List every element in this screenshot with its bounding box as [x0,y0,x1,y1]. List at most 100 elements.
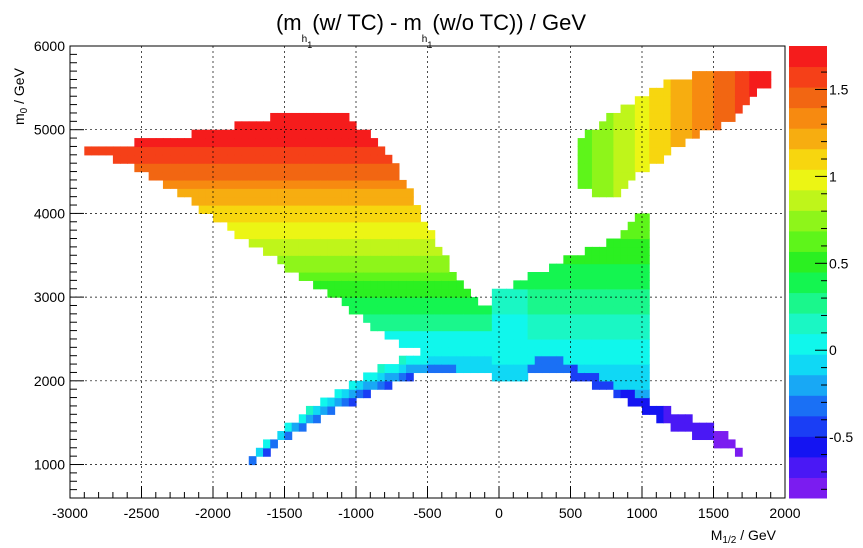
heatmap-cell [413,288,421,298]
heatmap-cell [642,272,650,281]
heatmap-cell [527,355,536,365]
heatmap-cell [549,305,557,315]
heatmap-cell [692,104,700,114]
heatmap-cell [363,263,371,273]
heatmap-cell [613,238,622,248]
heatmap-cell [291,154,300,164]
heatmap-cell [327,146,336,156]
heatmap-cell [427,238,436,248]
heatmap-cell [356,163,364,173]
heatmap-cell [384,238,393,248]
heatmap-cell [334,272,343,281]
heatmap-cell [320,129,328,139]
heatmap-cell [327,272,336,281]
heatmap-cell [620,112,629,122]
heatmap-cell [384,205,393,215]
heatmap-cell [377,146,386,156]
heatmap-cell [327,112,336,122]
heatmap-cell [205,163,214,173]
heatmap-cell [334,205,343,215]
heatmap-cell [348,196,357,206]
heatmap-cell [577,297,586,307]
heatmap-cell [127,154,135,164]
heatmap-cell [463,355,471,365]
heatmap-cell [506,322,514,332]
heatmap-cell [384,154,393,164]
heatmap-cell [620,263,629,273]
heatmap-cell [248,146,257,156]
y-tick-label: 6000 [34,38,65,54]
heatmap-cell [391,171,400,181]
heatmap-cell [513,313,522,323]
heatmap-cell [599,347,607,357]
heatmap-cell [591,355,600,365]
heatmap-cell [470,355,479,365]
heatmap-cell [448,330,457,340]
heatmap-cell [534,280,543,290]
heatmap-cell [434,330,443,340]
heatmap-cell [663,405,672,415]
heatmap-cell [613,280,622,290]
heatmap-cell [499,297,507,307]
heatmap-cell [177,163,185,173]
heatmap-cell [634,272,643,281]
heatmap-cell [377,263,386,273]
heatmap-cell [606,129,614,139]
heatmap-cell [234,179,243,189]
heatmap-cell [198,163,207,173]
heatmap-cell [241,221,250,231]
heatmap-cell [684,112,693,122]
heatmap-cell [584,138,593,148]
heatmap-cell [606,154,614,164]
heatmap-cell [541,313,550,323]
heatmap-cell [284,138,293,148]
heatmap-cell [341,196,350,206]
heatmap-cell [441,297,450,307]
heatmap-cell [384,272,393,281]
heatmap-cell [391,255,400,265]
heatmap-cell [227,196,236,206]
heatmap-cell [584,364,593,374]
heatmap-cell [613,179,622,189]
heatmap-cell [284,154,293,164]
heatmap-cell [413,355,421,365]
heatmap-cell [734,71,743,81]
heatmap-cell [420,338,429,348]
heatmap-cell [663,414,672,424]
heatmap-cell [356,380,364,390]
heatmap-cell [713,87,722,97]
heatmap-cell [556,280,564,290]
heatmap-cell [377,238,386,248]
heatmap-cell [177,146,185,156]
heatmap-cell [427,364,436,374]
heatmap-cell [220,171,228,181]
heatmap-cell [556,263,564,273]
heatmap-cell [270,221,278,231]
heatmap-cell [513,372,522,382]
heatmap-cell [348,154,357,164]
heatmap-cell [420,280,429,290]
heatmap-cell [205,129,214,139]
heatmap-cell [406,372,414,382]
heatmap-cell [391,205,400,215]
heatmap-cell [642,305,650,315]
heatmap-cell [341,179,350,189]
heatmap-cell [413,246,421,256]
heatmap-cell [263,230,271,240]
heatmap-cell [377,205,386,215]
heatmap-cell [627,104,636,114]
heatmap-cell [563,297,572,307]
heatmap-cell [470,305,479,315]
heatmap-cell [248,456,257,466]
heatmap-cell [591,255,600,265]
heatmap-cell [627,255,636,265]
heatmap-cell [398,297,407,307]
heatmap-cell [248,221,257,231]
heatmap-cell [649,121,657,131]
heatmap-cell [520,338,529,348]
heatmap-cell [734,447,743,457]
heatmap-cell [577,171,586,181]
heatmap-cell [291,129,300,139]
heatmap-cell [277,255,286,265]
heatmap-cell [434,272,443,281]
